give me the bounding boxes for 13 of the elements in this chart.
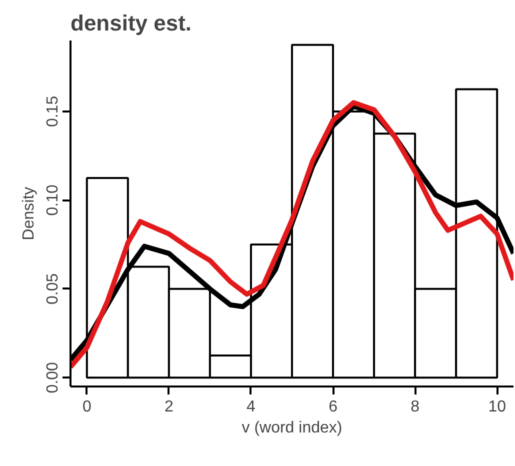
- x-tick-label: 4: [246, 398, 256, 416]
- y-tick-label: 0.10: [44, 184, 62, 216]
- x-tick-label: 0: [82, 398, 92, 416]
- x-tick-label: 2: [164, 398, 174, 416]
- x-axis-title: v (word index): [242, 420, 342, 436]
- x-tick-label: 10: [488, 398, 506, 416]
- x-tick-label: 8: [410, 398, 420, 416]
- x-tick-label: 6: [328, 398, 338, 416]
- y-tick-label: 0.05: [44, 273, 62, 304]
- y-axis-title: Density: [20, 186, 38, 240]
- chart-title: density est.: [70, 10, 192, 36]
- y-tick-label: 0.00: [44, 362, 62, 394]
- y-tick-label: 0.15: [44, 96, 62, 128]
